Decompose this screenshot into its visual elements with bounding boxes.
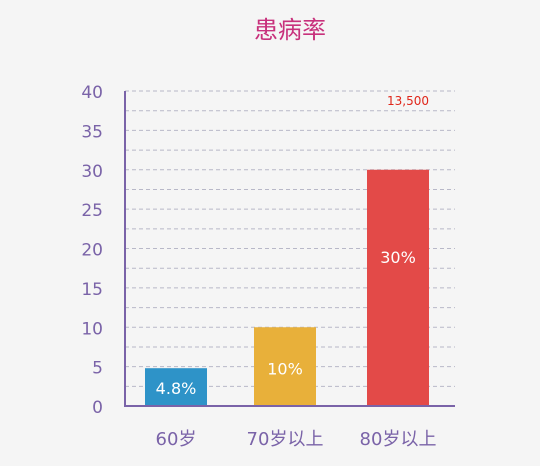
y-tick-label: 15 [81,280,103,300]
bar [145,368,207,406]
y-tick-label: 10 [81,319,103,339]
y-tick-label: 0 [92,398,103,418]
y-tick-label: 5 [92,359,103,379]
y-tick-label: 20 [81,241,103,261]
y-tick-label: 25 [81,201,103,221]
y-tick-label: 30 [81,162,103,182]
chart-title: 患病率 [254,16,326,44]
bar-data-label: 4.8% [156,379,197,398]
bar [367,169,429,406]
bar [254,327,316,406]
y-tick-label: 40 [81,83,103,103]
y-axis-ticks: 0 5 10 15 20 25 30 35 40 [81,83,103,418]
bars: 4.8% 10% 30% [145,169,429,406]
x-tick-label: 60岁 [156,429,197,450]
x-tick-label: 80岁以上 [360,429,437,450]
x-tick-label: 70岁以上 [247,429,324,450]
annotation-label: 13,500 [387,94,429,108]
y-tick-label: 35 [81,122,103,142]
bar-data-label: 10% [267,359,303,378]
bar-data-label: 30% [380,248,416,267]
x-axis-ticks: 60岁 70岁以上 80岁以上 [156,429,437,450]
